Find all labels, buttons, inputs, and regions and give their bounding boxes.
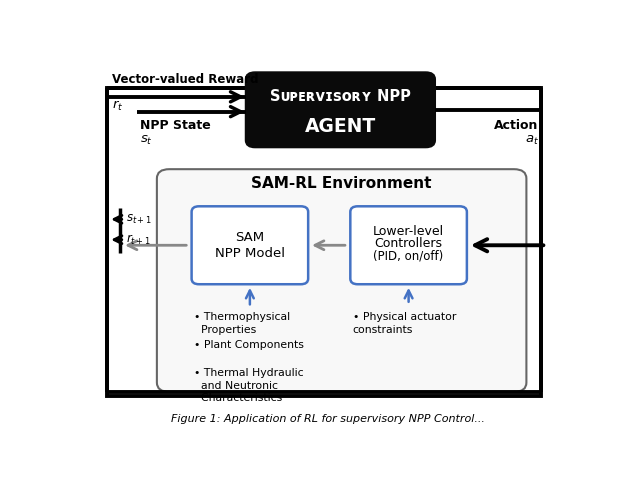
Text: $r_{t+1}$: $r_{t+1}$ <box>125 233 150 247</box>
Text: AGENT: AGENT <box>305 117 376 135</box>
Text: Sᴜᴘᴇʀᴠɪꜱᴏʀʏ NPP: Sᴜᴘᴇʀᴠɪꜱᴏʀʏ NPP <box>270 89 411 104</box>
Text: $s_{t+1}$: $s_{t+1}$ <box>125 213 152 226</box>
Bar <box>108 88 541 396</box>
Text: $a_t$: $a_t$ <box>525 134 539 147</box>
FancyBboxPatch shape <box>350 206 467 284</box>
Text: • Physical actuator
constraints: • Physical actuator constraints <box>353 312 456 335</box>
Text: • Thermophysical
  Properties: • Thermophysical Properties <box>194 312 290 335</box>
Text: • Plant Components: • Plant Components <box>194 340 304 350</box>
Text: NPP Model: NPP Model <box>215 247 285 260</box>
Text: (PID, on/off): (PID, on/off) <box>374 250 444 263</box>
Text: $r_t$: $r_t$ <box>112 99 124 113</box>
Text: $s_t$: $s_t$ <box>140 134 152 147</box>
Text: Action: Action <box>495 119 539 132</box>
Text: Lower-level: Lower-level <box>373 225 444 238</box>
FancyBboxPatch shape <box>191 206 308 284</box>
Text: Controllers: Controllers <box>374 237 443 250</box>
Text: Figure 1: Application of RL for supervisory NPP Control...: Figure 1: Application of RL for supervis… <box>171 414 485 424</box>
FancyBboxPatch shape <box>157 169 527 392</box>
Text: NPP State: NPP State <box>140 119 211 132</box>
Text: • Thermal Hydraulic
  and Neutronic
  Characteristics: • Thermal Hydraulic and Neutronic Charac… <box>194 368 304 403</box>
FancyBboxPatch shape <box>246 73 435 147</box>
Text: SAM: SAM <box>236 230 264 243</box>
Text: Vector-valued Reward: Vector-valued Reward <box>112 73 259 86</box>
Text: SAM-RL Environment: SAM-RL Environment <box>252 176 432 191</box>
